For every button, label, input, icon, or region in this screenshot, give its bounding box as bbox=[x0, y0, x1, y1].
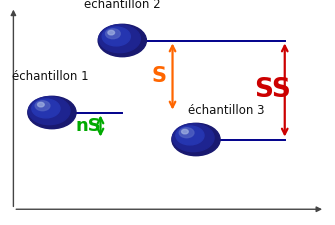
Text: échantillon 1: échantillon 1 bbox=[12, 70, 88, 83]
Circle shape bbox=[99, 25, 140, 53]
Circle shape bbox=[102, 27, 130, 46]
Text: SS: SS bbox=[255, 77, 291, 103]
Circle shape bbox=[38, 102, 44, 107]
Circle shape bbox=[28, 97, 70, 125]
Circle shape bbox=[108, 30, 115, 35]
Circle shape bbox=[182, 129, 188, 134]
Circle shape bbox=[98, 24, 146, 57]
Circle shape bbox=[173, 124, 214, 152]
Circle shape bbox=[35, 101, 50, 111]
Circle shape bbox=[172, 123, 220, 156]
Text: échantillon 2: échantillon 2 bbox=[84, 0, 160, 11]
Circle shape bbox=[32, 99, 60, 118]
Text: échantillon 3: échantillon 3 bbox=[188, 104, 264, 117]
Text: nS: nS bbox=[76, 117, 102, 135]
Circle shape bbox=[179, 128, 194, 138]
Circle shape bbox=[106, 29, 120, 39]
Circle shape bbox=[28, 96, 76, 129]
Circle shape bbox=[176, 126, 204, 145]
Text: S: S bbox=[152, 67, 166, 86]
